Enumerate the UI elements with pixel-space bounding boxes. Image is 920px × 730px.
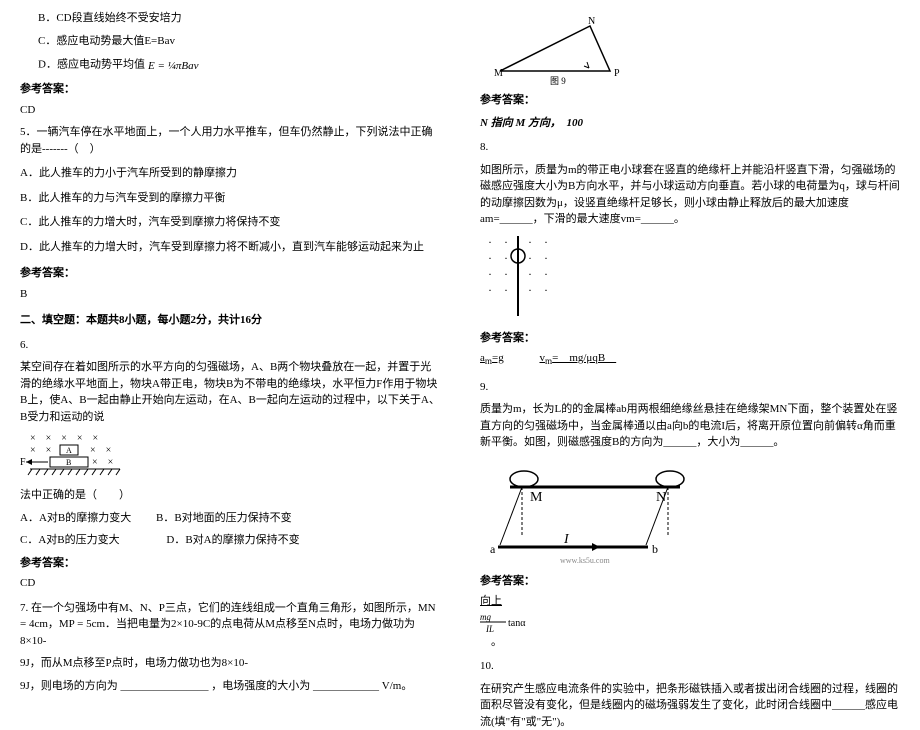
q5-a: A．此人推车的力小于汽车所受到的静摩擦力 <box>20 165 440 182</box>
svg-text:N: N <box>588 16 595 27</box>
q7-blank2: ____________ <box>313 680 379 692</box>
svg-text:N: N <box>656 490 666 505</box>
q10-text: 在研究产生感应电流条件的实验中，把条形磁铁插入或者拔出闭合线圈的过程，线圈的面积… <box>480 681 900 730</box>
q7-text2: 9J，而从M点移至P点时，电场力做功也为8×10- <box>20 655 440 672</box>
svg-text:F: F <box>20 457 26 468</box>
q6-diagram: × × × × × × × A × × F B × × <box>20 431 440 481</box>
answer-label-8: 参考答案： <box>480 330 900 347</box>
q6-a: A．A对B的摩擦力变大 <box>20 512 131 524</box>
svg-text:·: · <box>544 235 548 249</box>
svg-text:× ×: × × <box>92 457 113 468</box>
svg-text:·: · <box>488 283 492 297</box>
svg-text:a: a <box>490 542 496 556</box>
q6-b: B．B对地面的压力保持不变 <box>156 512 292 524</box>
svg-text:× × × × ×: × × × × × <box>30 433 98 444</box>
q7-blank1: ________________ <box>121 680 209 692</box>
q6-row2: C．A对B的压力变大 D．B对A的摩擦力保持不变 <box>20 532 440 549</box>
q8-diagram: · · · · · · · · · · · · · · · · <box>480 234 900 324</box>
q7-text3: 9J，则电场的方向为 ________________ ，电场强度的大小为 __… <box>20 678 440 695</box>
q7-3-prefix: 9J，则电场的方向为 <box>20 680 118 692</box>
svg-text:M: M <box>494 68 503 79</box>
option-d: D．感应电动势平均值 E = ¼πBav <box>38 55 440 75</box>
answer-label-7: 参考答案： <box>480 92 900 109</box>
svg-text:·: · <box>544 267 548 281</box>
answer-5: B <box>20 286 440 303</box>
svg-text:·: · <box>504 283 508 297</box>
triangle-diagram: M P N 图 9 <box>480 16 900 86</box>
ans8-f1: am=g <box>480 352 504 364</box>
svg-text:IL: IL <box>485 624 494 634</box>
svg-text:mg: mg <box>480 612 491 622</box>
q6-row1: A．A对B的摩擦力变大 B．B对地面的压力保持不变 <box>20 510 440 527</box>
q5-c: C．此人推车的力增大时，汽车受到摩擦力将保持不变 <box>20 214 440 231</box>
svg-text:P: P <box>614 68 620 79</box>
svg-text:www.ks5u.com: www.ks5u.com <box>560 556 610 565</box>
q9-diagram: M N a b I www.ks5u.com <box>480 457 900 567</box>
right-column: M P N 图 9 参考答案： N 指向 M 方向， 100 8. 如图所示，质… <box>460 10 920 641</box>
svg-text:·: · <box>528 251 532 265</box>
svg-text:·: · <box>488 251 492 265</box>
left-column: B．CD段直线始终不受安培力 C．感应电动势最大值E=Bav D．感应电动势平均… <box>0 10 460 641</box>
svg-text:E = ¼πBav: E = ¼πBav <box>148 60 199 72</box>
svg-text:·: · <box>528 267 532 281</box>
svg-text:·: · <box>504 267 508 281</box>
answer-1: CD <box>20 102 440 119</box>
q9-num: 9. <box>480 379 900 396</box>
q8-text: 如图所示，质量为m的带正电小球套在竖直的绝缘杆上并能沿杆竖直下滑，匀强磁场的磁感… <box>480 162 900 228</box>
svg-text:tanα: tanα <box>508 618 526 629</box>
ans9-formula: mg IL tanα <box>480 610 900 634</box>
q5-text: 5．一辆汽车停在水平地面上，一个人用力水平推车，但车仍然静止，下列说法中正确的是… <box>20 124 440 157</box>
q6-svg: × × × × × × × A × × F B × × <box>20 431 140 481</box>
q5-b: B．此人推车的力与汽车受到的摩擦力平衡 <box>20 190 440 207</box>
svg-text:b: b <box>652 542 658 556</box>
svg-text:·: · <box>504 251 508 265</box>
q6-text: 某空间存在着如图所示的水平方向的匀强磁场，A、B两个物块叠放在一起，并置于光滑的… <box>20 359 440 425</box>
answer-8: am=g vm= mg/μqB <box>480 350 900 369</box>
q6-c: C．A对B的压力变大 <box>20 534 120 546</box>
q9-svg: M N a b I www.ks5u.com <box>480 457 720 567</box>
svg-text:× ×: × × <box>30 445 51 456</box>
q10-num: 10. <box>480 658 900 675</box>
section-2-header: 二、填空题：本题共8小题，每小题2分，共计16分 <box>20 312 440 329</box>
answer-6: CD <box>20 575 440 592</box>
q7-3-suffix: V/m。 <box>382 680 413 692</box>
option-d-prefix: D．感应电动势平均值 <box>38 59 145 71</box>
svg-text:·: · <box>528 283 532 297</box>
option-b: B．CD段直线始终不受安培力 <box>38 10 440 27</box>
answer-7: N 指向 M 方向， 100 <box>480 115 900 132</box>
svg-text:·: · <box>488 267 492 281</box>
svg-text:I: I <box>563 532 570 547</box>
q7-3-middle: ，电场强度的大小为 <box>211 680 310 692</box>
svg-text:B: B <box>66 458 71 467</box>
q8-svg: · · · · · · · · · · · · · · · · <box>480 234 560 324</box>
answer-label-5: 参考答案： <box>20 265 440 282</box>
option-d-formula: E = ¼πBav <box>148 55 218 75</box>
svg-text:M: M <box>530 490 543 505</box>
q6-d: D．B对A的摩擦力保持不变 <box>166 534 299 546</box>
answer-9: 向上 mgILtanα 。 <box>480 593 900 650</box>
option-c: C．感应电动势最大值E=Bav <box>38 33 440 50</box>
q9-text: 质量为m，长为L的的金属棒ab用两根细绝缘丝悬挂在绝缘架MN下面，整个装置处在竖… <box>480 401 900 451</box>
svg-text:·: · <box>504 235 508 249</box>
svg-text:·: · <box>544 283 548 297</box>
answer-label-9: 参考答案： <box>480 573 900 590</box>
q8-num: 8. <box>480 139 900 156</box>
triangle-caption: 图 9 <box>550 76 566 86</box>
q6-num: 6. <box>20 337 440 354</box>
svg-text:A: A <box>66 446 72 455</box>
svg-text:× ×: × × <box>90 445 111 456</box>
answer-label-6: 参考答案： <box>20 555 440 572</box>
svg-text:·: · <box>544 251 548 265</box>
q6-suffix: 法中正确的是（ ） <box>20 487 440 504</box>
q7-text: 7. 在一个匀强场中有M、N、P三点，它们的连线组成一个直角三角形，如图所示，M… <box>20 600 440 650</box>
ans9-prefix: 向上 <box>480 595 502 607</box>
ans8-f2: vm= mg/μqB <box>539 352 616 364</box>
answer-label-1: 参考答案： <box>20 81 440 98</box>
svg-text:·: · <box>528 235 532 249</box>
q5-d: D．此人推车的力增大时，汽车受到摩擦力将不断减小，直到汽车能够运动起来为止 <box>20 239 440 256</box>
svg-text:·: · <box>488 235 492 249</box>
triangle-svg: M P N 图 9 <box>480 16 640 86</box>
